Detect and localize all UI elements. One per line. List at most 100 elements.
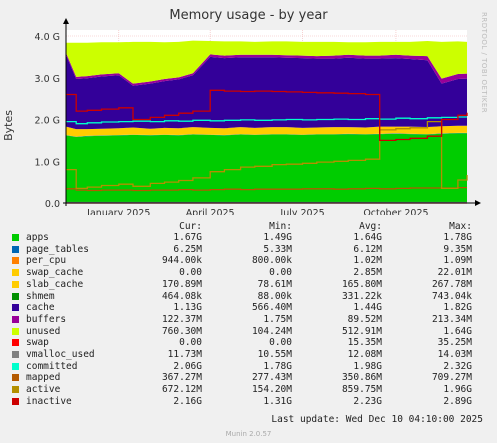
legend-value-max: 2.32G [443, 360, 472, 372]
x-axis-arrow [475, 200, 481, 206]
legend-swatch [12, 257, 19, 265]
x-tick-label: January 2025 [86, 208, 150, 215]
legend-value-max: 35.25M [437, 337, 472, 349]
legend-value-min: 1.31G [263, 395, 292, 407]
y-tick-label: 3.0 G [35, 74, 61, 85]
legend-value-min: 277.43M [251, 372, 292, 384]
legend-value-max: 743.04k [431, 290, 472, 302]
legend-series-name: unused [26, 325, 61, 337]
legend-swatch [12, 304, 19, 312]
legend-value-min: 10.55M [257, 349, 292, 360]
legend-row-cache: cache 1.13G 566.40M 1.44G 1.82G [12, 302, 492, 313]
legend-value-cur: 11.73M [167, 349, 202, 360]
legend-row-swap_cache: swap_cache 0.00 0.00 2.85M 22.01M [12, 267, 492, 278]
legend-value-min: 800.00k [251, 255, 292, 267]
area-apps [66, 133, 467, 203]
legend-value-avg: 512.91M [341, 325, 382, 337]
legend-value-max: 709.27M [431, 372, 472, 384]
legend-row-swap: swap 0.00 0.00 15.35M 35.25M [12, 337, 492, 348]
legend-value-avg: 15.35M [347, 337, 382, 349]
legend-value-cur: 0.00 [179, 337, 202, 349]
legend-value-cur: 672.12M [161, 384, 202, 396]
line-mapped [66, 186, 467, 192]
legend-row-vmalloc_used: vmalloc_used 11.73M 10.55M 12.08M 14.03M [12, 349, 492, 360]
legend-value-avg: 89.52M [347, 313, 382, 325]
legend-row-inactive: inactive 2.16G 1.31G 2.23G 2.89G [12, 396, 492, 407]
legend-value-max: 22.01M [437, 267, 472, 279]
legend-value-avg: 165.80M [341, 278, 382, 290]
legend-value-avg: 350.86M [341, 372, 382, 384]
last-update: Last update: Wed Dec 10 04:10:00 2025 [271, 414, 483, 425]
legend-value-cur: 0.00 [179, 267, 202, 279]
legend-series-name: apps [26, 232, 49, 243]
legend-swatch [12, 386, 19, 394]
legend-swatch [12, 292, 19, 300]
legend-swatch [12, 374, 19, 382]
area-slab_cache [66, 125, 467, 137]
legend-value-min: 566.40M [251, 302, 292, 314]
legend-row-slab_cache: slab_cache 170.89M 78.61M 165.80M 267.78M [12, 279, 492, 290]
legend-series-name: cache [26, 302, 55, 314]
legend-swatch [12, 397, 19, 405]
legend-series-name: shmem [26, 290, 55, 302]
y-tick-label: 4.0 G [35, 32, 61, 43]
y-tick-label: 2.0 G [35, 116, 61, 127]
legend-series-name: mapped [26, 372, 61, 384]
legend-header-avg: Avg: [359, 221, 382, 232]
legend-swatch [12, 315, 19, 323]
y-tick-label: 0.0 [45, 199, 60, 210]
legend-swatch [12, 351, 19, 358]
legend-series-name: buffers [26, 313, 67, 325]
legend-value-max: 1.96G [443, 384, 472, 396]
x-tick-label: July 2025 [279, 208, 324, 215]
legend-swatch [12, 280, 19, 288]
legend-series-name: inactive [26, 395, 72, 407]
y-axis-arrow [63, 18, 69, 24]
legend-row-page_tables: page_tables 6.25M 5.33M 6.12M 9.35M [12, 244, 492, 255]
legend-row-active: active 672.12M 154.20M 859.75M 1.96G [12, 384, 492, 395]
rrdtool-credit: RRDTOOL / TOBI OETIKER [480, 12, 488, 114]
legend-value-avg: 2.85M [353, 267, 382, 279]
legend-swatch [12, 245, 19, 253]
legend-series-name: swap [26, 337, 49, 349]
legend-value-cur: 2.16G [173, 395, 202, 407]
legend-value-max: 2.89G [443, 395, 472, 407]
legend-value-max: 9.35M [443, 243, 472, 255]
legend-swatch [12, 234, 19, 241]
line-inactive [66, 89, 468, 142]
legend-value-cur: 944.00k [161, 255, 202, 267]
legend-row-mapped: mapped 367.27M 277.43M 350.86M 709.27M [12, 372, 492, 383]
legend-value-cur: 170.89M [161, 278, 202, 290]
legend-value-cur: 464.08k [161, 290, 202, 302]
legend-value-avg: 6.12M [353, 243, 382, 255]
legend-swatch [12, 269, 19, 277]
legend-row-shmem: shmem 464.08k 88.00k 331.22k 743.04k [12, 291, 492, 302]
legend-header-max: Max: [449, 221, 472, 232]
legend-swatch [12, 362, 19, 370]
legend-header-cur: Cur: [179, 221, 202, 232]
legend-value-max: 213.34M [431, 313, 472, 325]
legend-value-cur: 1.13G [173, 302, 202, 314]
legend-value-cur: 760.30M [161, 325, 202, 337]
legend-row-per_cpu: per_cpu 944.00k 800.00k 1.02M 1.09M [12, 255, 492, 266]
legend-value-avg: 331.22k [341, 290, 382, 302]
legend-row-buffers: buffers 122.37M 1.75M 89.52M 213.34M [12, 314, 492, 325]
legend-row-apps: apps 1.67G 1.49G 1.64G 1.78G [12, 232, 492, 243]
legend-row-unused: unused 760.30M 104.24M 512.91M 1.64G [12, 326, 492, 337]
legend-series-name: active [26, 384, 61, 396]
legend-value-min: 0.00 [269, 267, 292, 279]
area-unused [66, 40, 467, 84]
legend-value-max: 1.82G [443, 302, 472, 314]
x-tick-label: April 2025 [186, 208, 235, 215]
legend-value-cur: 1.67G [173, 232, 202, 243]
legend-series-name: slab_cache [26, 278, 84, 290]
legend-value-avg: 1.02M [353, 255, 382, 267]
legend-value-cur: 6.25M [173, 243, 202, 255]
legend-value-avg: 2.23G [353, 395, 382, 407]
legend-value-avg: 12.08M [347, 349, 382, 360]
legend-row-committed: committed 2.06G 1.78G 1.98G 2.32G [12, 361, 492, 372]
legend-header-min: Min: [269, 221, 292, 232]
legend-series-name: page_tables [26, 243, 89, 255]
legend-value-min: 154.20M [251, 384, 292, 396]
plot-area: 0.0 1.0 G 2.0 G 3.0 G 4.0 G January 2025 April… [35, 18, 481, 215]
